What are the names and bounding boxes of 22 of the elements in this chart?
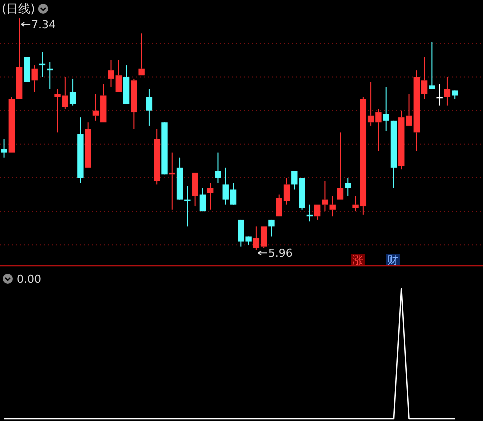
candlestick <box>268 219 275 238</box>
candlestick <box>345 177 352 197</box>
text: 财 <box>388 254 398 267</box>
chart-title: 0.00 <box>17 273 42 286</box>
candlestick <box>383 86 390 132</box>
candlestick <box>207 182 214 210</box>
candlestick <box>444 76 451 106</box>
candlestick <box>429 42 436 90</box>
candlestick <box>70 78 76 106</box>
annotation: 7.34 <box>32 18 56 32</box>
text: 涨 <box>352 254 364 267</box>
candlestick <box>146 88 153 126</box>
candlestick <box>1 138 8 158</box>
candlestick <box>32 65 38 93</box>
candlestick <box>154 128 160 186</box>
candlestick <box>215 152 222 184</box>
annotation: 5.96 <box>268 247 293 260</box>
candlestick <box>330 196 336 218</box>
candlestick <box>200 188 206 212</box>
candlestick <box>322 180 328 212</box>
candlestick <box>184 186 191 228</box>
chart-title: (日线) <box>2 2 36 16</box>
